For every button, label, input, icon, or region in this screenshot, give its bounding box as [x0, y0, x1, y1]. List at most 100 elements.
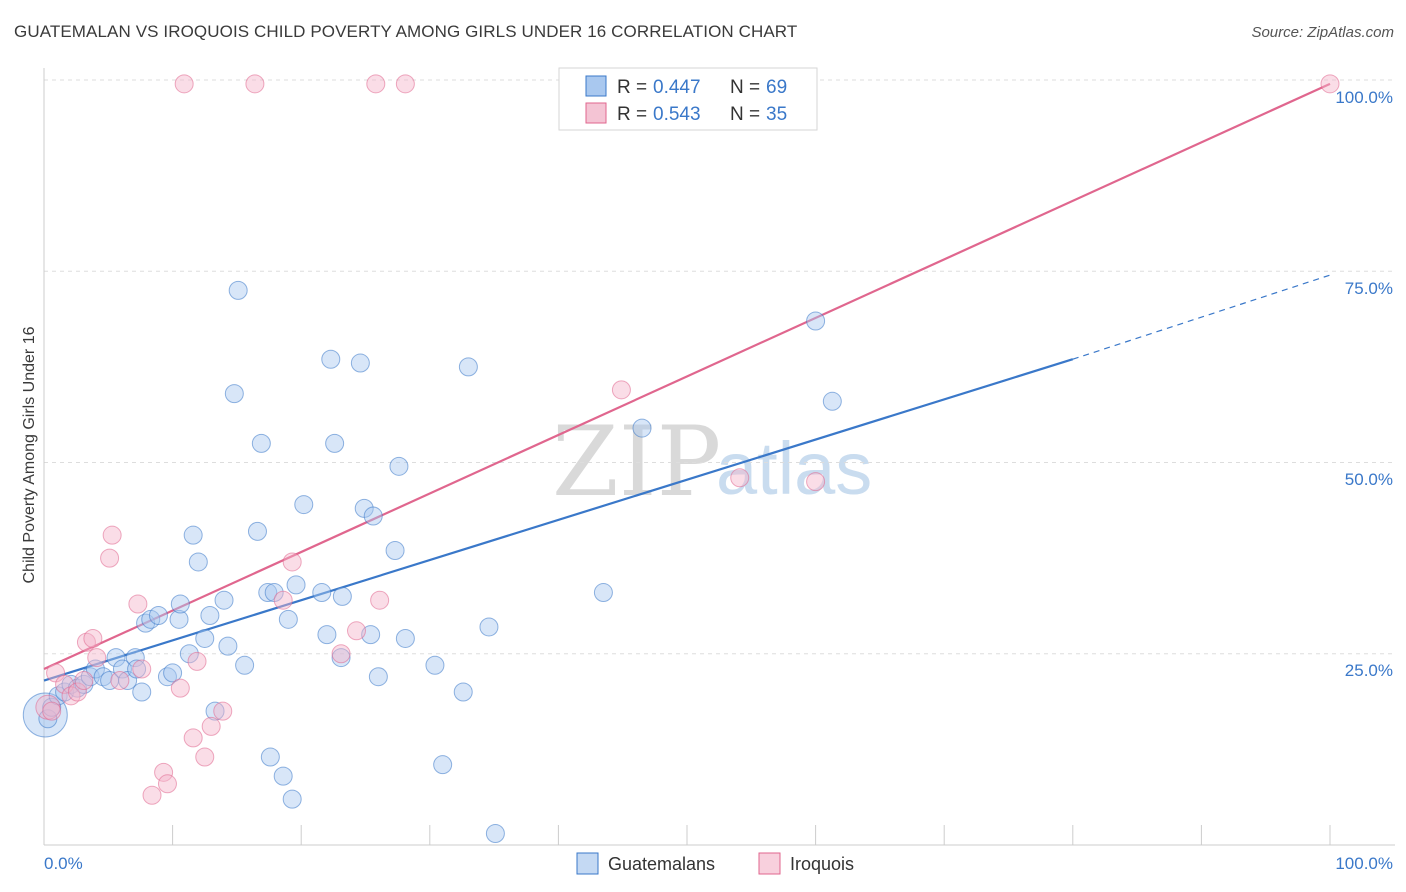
guatemalan-point-54 — [361, 625, 381, 645]
iroquois-point-20 — [187, 651, 207, 671]
bottom-legend-swatch-guatemalans — [576, 852, 599, 875]
guatemalan-point-51 — [332, 586, 352, 606]
legend-swatch-guatemalans — [585, 75, 607, 97]
source-label: Source: ZipAtlas.com — [1251, 24, 1394, 41]
iroquois-trend-line — [43, 82, 1331, 671]
iroquois-point-8 — [83, 628, 103, 648]
guatemalan-point-58 — [389, 456, 409, 476]
guatemalan-point-17 — [132, 682, 152, 702]
iroquois-point-13 — [128, 594, 148, 614]
guatemalan-point-56 — [368, 667, 388, 687]
guatemalan-point-30 — [205, 701, 225, 721]
guatemalan-point-69 — [822, 391, 842, 411]
guatemalan-point-22 — [163, 663, 183, 683]
y-tick-label-25: 25.0% — [1345, 661, 1393, 680]
legend-n-value-1: 35 — [766, 104, 787, 125]
iroquois-point-24 — [273, 590, 293, 610]
iroquois-point-5 — [67, 682, 87, 702]
guatemalan-point-35 — [235, 655, 255, 675]
guatemalan-point-21 — [157, 667, 177, 687]
guatemalan-point-65 — [485, 824, 505, 844]
guatemalan-point-44 — [286, 575, 306, 595]
grid — [44, 79, 1395, 655]
guatemalan-point-68 — [806, 311, 826, 331]
x-tick-label-100: 100.0% — [1335, 854, 1393, 873]
guatemalan-point-29 — [200, 606, 220, 625]
bottom-legend-label-guatemalans: Guatemalans — [608, 854, 715, 874]
guatemalan-point-67 — [632, 418, 652, 438]
guatemalan-point-64 — [479, 617, 499, 637]
iroquois-point-18 — [170, 678, 190, 698]
watermark-atlas: atlas — [716, 427, 872, 510]
guatemalan-point-27 — [188, 552, 208, 572]
legend-r-label-1: R = — [617, 104, 647, 125]
guatemalan-trend-line — [43, 358, 1074, 682]
legend-swatch-iroquois — [585, 102, 607, 124]
iroquois-point-12 — [110, 671, 130, 691]
y-tick-label-100: 100.0% — [1335, 88, 1393, 107]
guatemalan-point-55 — [363, 506, 383, 526]
guatemalan-trend-extension — [1072, 274, 1331, 360]
guatemalan-point-37 — [251, 433, 271, 453]
guatemalan-point-42 — [278, 609, 298, 629]
bottom-legend-swatch-iroquois — [758, 852, 781, 875]
iroquois-point-17 — [157, 774, 177, 794]
guatemalan-point-63 — [458, 357, 478, 377]
y-axis-title: Child Poverty Among Girls Under 16 — [21, 326, 38, 583]
guatemalan-point-39 — [260, 747, 280, 767]
guatemalan-point-36 — [247, 521, 267, 541]
guatemalan-point-0 — [22, 692, 68, 738]
chart-title: GUATEMALAN VS IROQUOIS CHILD POVERTY AMO… — [14, 22, 798, 41]
guatemalan-point-60 — [425, 655, 445, 675]
guatemalan-point-49 — [325, 433, 345, 453]
legend-r-value-0: 0.447 — [653, 77, 701, 98]
guatemalan-point-41 — [273, 766, 293, 786]
iroquois-point-15 — [142, 785, 162, 805]
iroquois-point-35 — [806, 472, 826, 492]
iroquois-point-31 — [366, 74, 386, 94]
iroquois-point-23 — [213, 701, 233, 721]
guatemalan-point-28 — [195, 628, 215, 648]
guatemalan-point-25 — [179, 644, 199, 664]
iroquois-point-27 — [346, 621, 366, 641]
iroquois-point-10 — [100, 548, 120, 568]
bottom-legend: Guatemalans Iroquois — [576, 852, 854, 875]
bottom-legend-label-iroquois: Iroquois — [790, 854, 854, 874]
iroquois-point-11 — [102, 525, 122, 545]
iroquois-point-33 — [611, 380, 631, 400]
guatemalan-point-57 — [385, 540, 405, 560]
guatemalan-point-43 — [282, 789, 302, 809]
data-points — [22, 74, 1340, 844]
guatemalan-point-47 — [317, 625, 337, 645]
iroquois-point-1 — [42, 701, 62, 721]
iroquois-point-32 — [395, 74, 415, 94]
y-tick-label-50: 50.0% — [1345, 470, 1393, 489]
iroquois-point-19 — [183, 728, 203, 748]
guatemalan-point-24 — [170, 594, 190, 614]
iroquois-point-22 — [201, 716, 221, 736]
iroquois-point-14 — [132, 659, 152, 679]
guatemalan-point-13 — [112, 659, 132, 679]
iroquois-point-9 — [87, 648, 107, 668]
iroquois-point-34 — [730, 468, 750, 488]
legend-n-label-1: N = — [730, 104, 760, 125]
legend-n-value-0: 69 — [766, 77, 787, 98]
iroquois-point-6 — [74, 671, 94, 691]
guatemalan-point-32 — [218, 636, 238, 656]
guatemalan-point-48 — [321, 349, 341, 369]
legend-r-value-1: 0.543 — [653, 104, 701, 125]
guatemalan-point-31 — [214, 590, 234, 610]
trend-lines — [43, 82, 1331, 682]
guatemalan-point-34 — [228, 280, 248, 300]
iroquois-point-36 — [1320, 74, 1340, 94]
guatemalan-point-38 — [258, 583, 278, 603]
iroquois-point-30 — [245, 74, 265, 94]
iroquois-point-26 — [331, 644, 351, 664]
guatemalan-point-12 — [106, 648, 126, 668]
guatemalan-point-52 — [350, 353, 370, 373]
iroquois-point-28 — [370, 590, 390, 610]
legend: R = 0.447 N = 69 R = 0.543 N = 35 — [558, 67, 818, 131]
iroquois-point-25 — [282, 552, 302, 572]
x-tick-label-0: 0.0% — [44, 854, 83, 873]
